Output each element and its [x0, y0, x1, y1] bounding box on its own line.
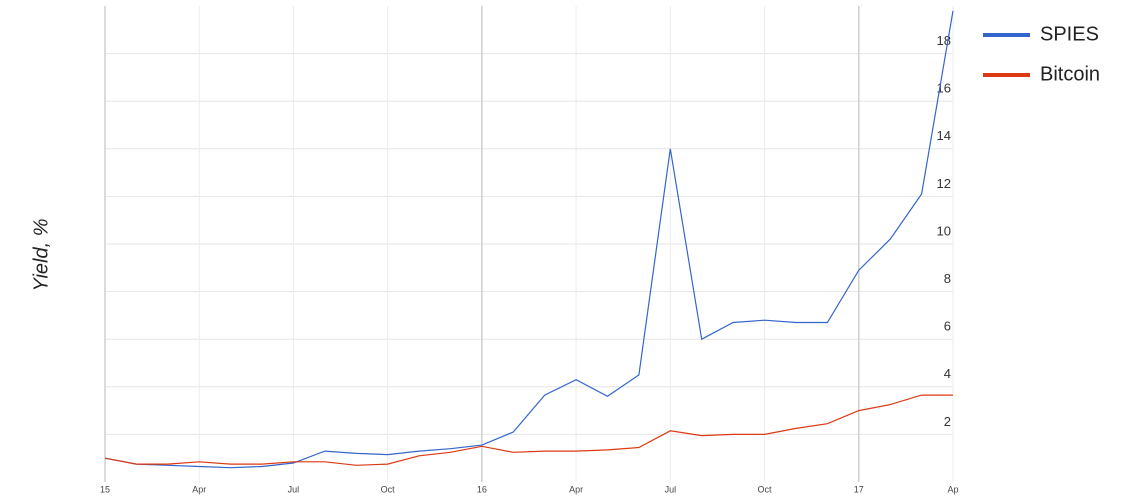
series-line — [104, 10, 954, 469]
x-tick-label: Apr — [569, 484, 583, 494]
x-tick-label: Jul — [665, 484, 677, 494]
y-tick-label: 8 — [944, 271, 951, 286]
x-tick-label: Oct — [381, 484, 396, 494]
x-tick-label: 17 — [854, 484, 864, 494]
x-tick-label: Ap — [947, 484, 958, 494]
y-axis-label: Yield, % — [30, 218, 52, 291]
y-tick-label: 2 — [944, 414, 951, 429]
series-line — [104, 394, 953, 466]
x-tick-label: Oct — [758, 484, 773, 494]
x-tick-label: 16 — [477, 484, 487, 494]
legend-label: SPIES — [1040, 23, 1099, 45]
x-tick-label: Apr — [192, 484, 206, 494]
x-tick-label: Jul — [288, 484, 300, 494]
y-tick-label: 12 — [937, 176, 951, 191]
y-tick-label: 6 — [944, 319, 951, 334]
x-tick-label: 15 — [100, 484, 110, 494]
legend-label: Bitcoin — [1040, 63, 1100, 85]
y-tick-label: 14 — [937, 128, 951, 143]
y-tick-label: 10 — [937, 223, 951, 238]
y-tick-label: 4 — [944, 366, 951, 381]
